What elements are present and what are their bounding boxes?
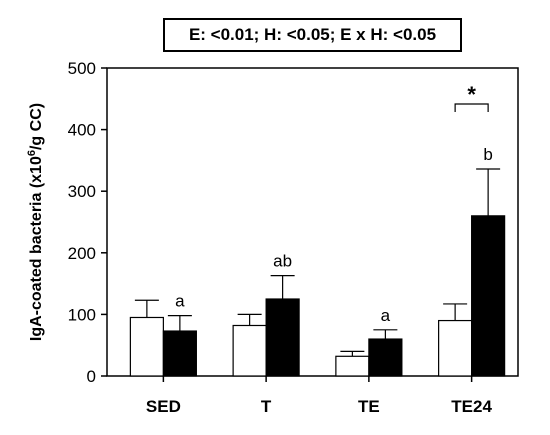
y-tick-label: 500 xyxy=(68,59,96,78)
bar xyxy=(232,324,267,377)
x-tick-label: TE xyxy=(358,397,380,416)
y-axis-label: IgA-coated bacteria (x106/g CC) xyxy=(26,103,45,341)
significance-bracket xyxy=(454,103,489,112)
significance-letter: b xyxy=(483,145,492,164)
significance-letter: a xyxy=(175,292,185,311)
bar xyxy=(162,330,197,377)
y-tick-label: 200 xyxy=(68,244,96,263)
bar xyxy=(265,298,300,377)
significance-star: * xyxy=(467,82,476,107)
x-tick-label: SED xyxy=(146,397,181,416)
y-tick-label: 300 xyxy=(68,182,96,201)
y-tick-label: 400 xyxy=(68,121,96,140)
bar xyxy=(368,338,403,377)
x-tick-label: TE24 xyxy=(451,397,492,416)
x-tick-label: T xyxy=(261,397,272,416)
y-tick-label: 0 xyxy=(87,367,96,386)
bar xyxy=(438,319,473,377)
significance-letter: a xyxy=(381,306,391,325)
y-tick-label: 100 xyxy=(68,305,96,324)
bar xyxy=(471,215,506,377)
stats-box: E: <0.01; H: <0.05; E x H: <0.05 xyxy=(163,18,462,52)
bar xyxy=(335,355,370,377)
bar xyxy=(129,316,164,377)
significance-letter: ab xyxy=(273,252,292,271)
plot-frame xyxy=(106,67,519,377)
